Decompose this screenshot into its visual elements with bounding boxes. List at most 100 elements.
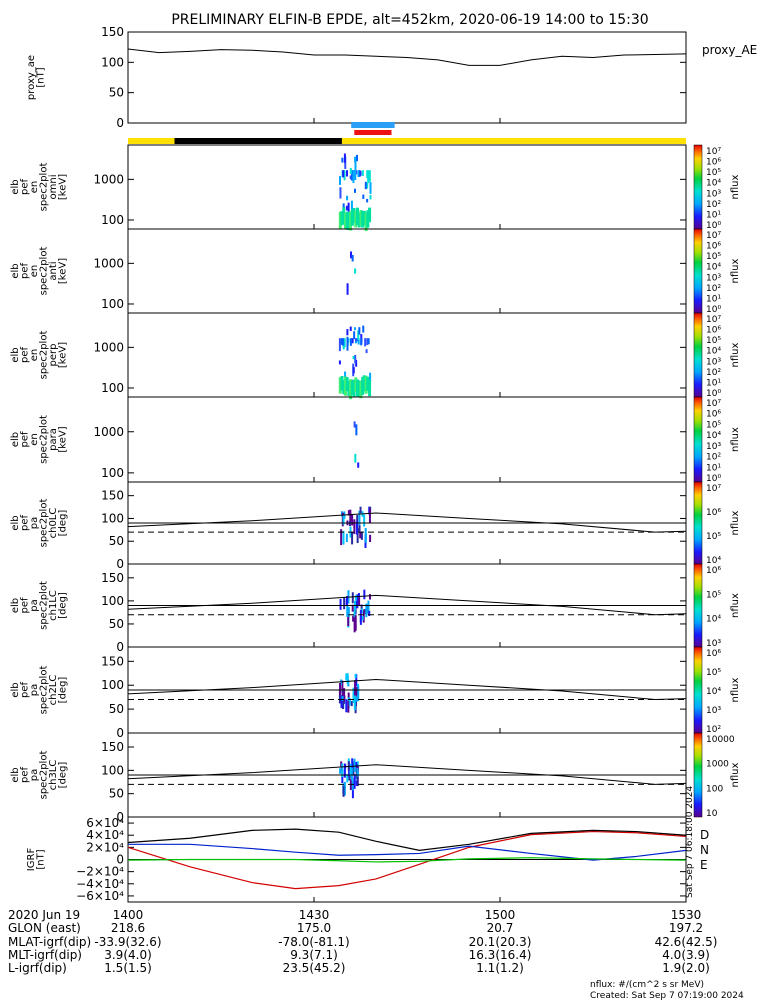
heatmap-cell — [339, 683, 342, 696]
heatmap-cell — [362, 194, 365, 199]
heatmap-cell — [348, 698, 351, 706]
y-tick-label: 4×10⁴ — [86, 828, 124, 842]
loss-cone-line — [127, 594, 687, 616]
colorbar-tick-label: 10⁷ — [706, 399, 721, 409]
x-tick-label: 1500 — [485, 908, 516, 922]
heatmap-cell — [359, 380, 363, 399]
y-label-line: spec2plot — [39, 581, 50, 630]
colorbar-strip — [693, 732, 703, 818]
panel-frame — [127, 228, 687, 314]
y-tick-label: 100 — [101, 466, 124, 480]
panel-igrf: IGRF[nT]6×10⁴4×10⁴2×10⁴0−2×10⁴−4×10⁴−6×1… — [26, 786, 709, 903]
colorbar-tick-label: 10⁰ — [706, 221, 721, 231]
heatmap-cell — [358, 596, 361, 606]
heatmap-cell — [360, 604, 363, 610]
heatmap-cell — [345, 599, 348, 606]
heatmap-cell — [368, 170, 371, 182]
heatmap-cell — [341, 695, 344, 710]
heatmap-cells — [346, 251, 357, 295]
y-label-line: para — [48, 428, 59, 451]
heatmap-cell — [349, 211, 353, 231]
colorbar-tick-label: 10¹ — [706, 294, 721, 304]
x-row-value: 1.9(2.0) — [662, 961, 710, 975]
x-row-value: 42.6(42.5) — [655, 935, 718, 949]
heatmap-cell — [347, 616, 350, 627]
x-row-value: -33.9(32.6) — [94, 935, 161, 949]
y-label-line: en — [29, 265, 40, 278]
heatmap-cell — [341, 690, 344, 697]
igrf-side-note: Sat Sep 7 06:18:00 2024 — [685, 786, 695, 898]
heatmap-cell — [361, 615, 364, 621]
y-label-line: anti — [48, 261, 59, 280]
heatmap-cells — [338, 325, 372, 400]
colorbar-tick-label: 10⁴ — [706, 347, 721, 357]
colorbar: 10000 1000 100 10 nflux — [693, 732, 741, 819]
heatmap-cell — [352, 687, 355, 704]
heatmap-cell — [361, 210, 365, 228]
heatmap-cell — [351, 338, 354, 344]
y-tick-label: 50 — [109, 86, 124, 100]
heatmap-cell — [347, 202, 350, 213]
heatmap-cell — [355, 359, 358, 367]
y-label-line: elb — [10, 263, 21, 278]
colorbar-label: nflux — [730, 593, 741, 618]
heatmap-cell — [342, 515, 345, 525]
heatmap-cell — [339, 187, 342, 199]
y-tick-label: 1000 — [93, 340, 124, 354]
x-row-value: -78.0(-81.1) — [278, 935, 349, 949]
heatmap-cell — [340, 529, 343, 546]
y-tick-label: 100 — [101, 763, 124, 777]
x-row-value: 1.5(1.5) — [104, 961, 152, 975]
colorbar-strip — [693, 312, 703, 398]
loss-cone-line — [127, 764, 687, 785]
y-tick-label: 150 — [101, 489, 124, 503]
heatmap-cell — [351, 514, 354, 526]
colorbar-label: nflux — [730, 677, 741, 702]
heatmap-cell — [354, 453, 357, 463]
heatmap-cell — [347, 211, 351, 231]
panel-frame — [127, 144, 687, 230]
heatmap-cell — [342, 530, 345, 545]
igrf-series-N — [128, 843, 687, 861]
x-row-value: 23.5(45.2) — [283, 961, 346, 975]
heatmap-cell — [362, 610, 365, 623]
heatmap-cell — [357, 685, 360, 702]
y-tick-label: 6×10⁴ — [86, 816, 124, 830]
heatmap-cell — [360, 338, 363, 346]
heatmap-cell — [346, 673, 349, 685]
y-label-line: elb — [10, 767, 21, 782]
heatmap-cell — [369, 194, 372, 200]
y-tick-label: 50 — [109, 787, 124, 801]
colorbar: 10⁶ 10⁵ 10⁴ 10³ nflux — [693, 563, 741, 649]
y-tick-label: 0 — [116, 810, 124, 824]
y-label-line: pef — [20, 179, 31, 196]
heatmap-cell — [357, 462, 360, 468]
y-label-line: en — [29, 181, 40, 194]
colorbar-tick-label: 10⁰ — [706, 389, 721, 399]
y-label-line: [keV] — [58, 342, 69, 368]
x-row-label: MLT-igrf(dip) — [8, 948, 82, 962]
heatmap-cell — [338, 338, 341, 352]
heatmap-cell — [346, 338, 349, 351]
colorbar-tick-label: 10⁶ — [706, 649, 721, 659]
y-label-line: perp — [48, 344, 59, 367]
y-label-line: spec2plot — [39, 247, 50, 296]
heatmap-cell — [362, 211, 366, 226]
heatmap-cell — [364, 181, 367, 190]
igrf-series-D — [127, 830, 687, 890]
heatmap-cell — [358, 170, 361, 177]
heatmap-cell — [354, 595, 357, 601]
y-label-line: elb — [10, 598, 21, 613]
heatmap-cell — [345, 211, 349, 230]
y-label-line: [deg] — [58, 510, 69, 537]
orbit-status-bars — [128, 122, 686, 144]
heatmap-cell — [368, 207, 372, 223]
y-label-line: en — [29, 349, 40, 362]
heatmap-cell — [350, 701, 353, 707]
colorbar-tick-label: 10⁰ — [706, 474, 721, 484]
heatmap-cell — [338, 360, 341, 365]
y-label-line: pef — [20, 431, 31, 448]
